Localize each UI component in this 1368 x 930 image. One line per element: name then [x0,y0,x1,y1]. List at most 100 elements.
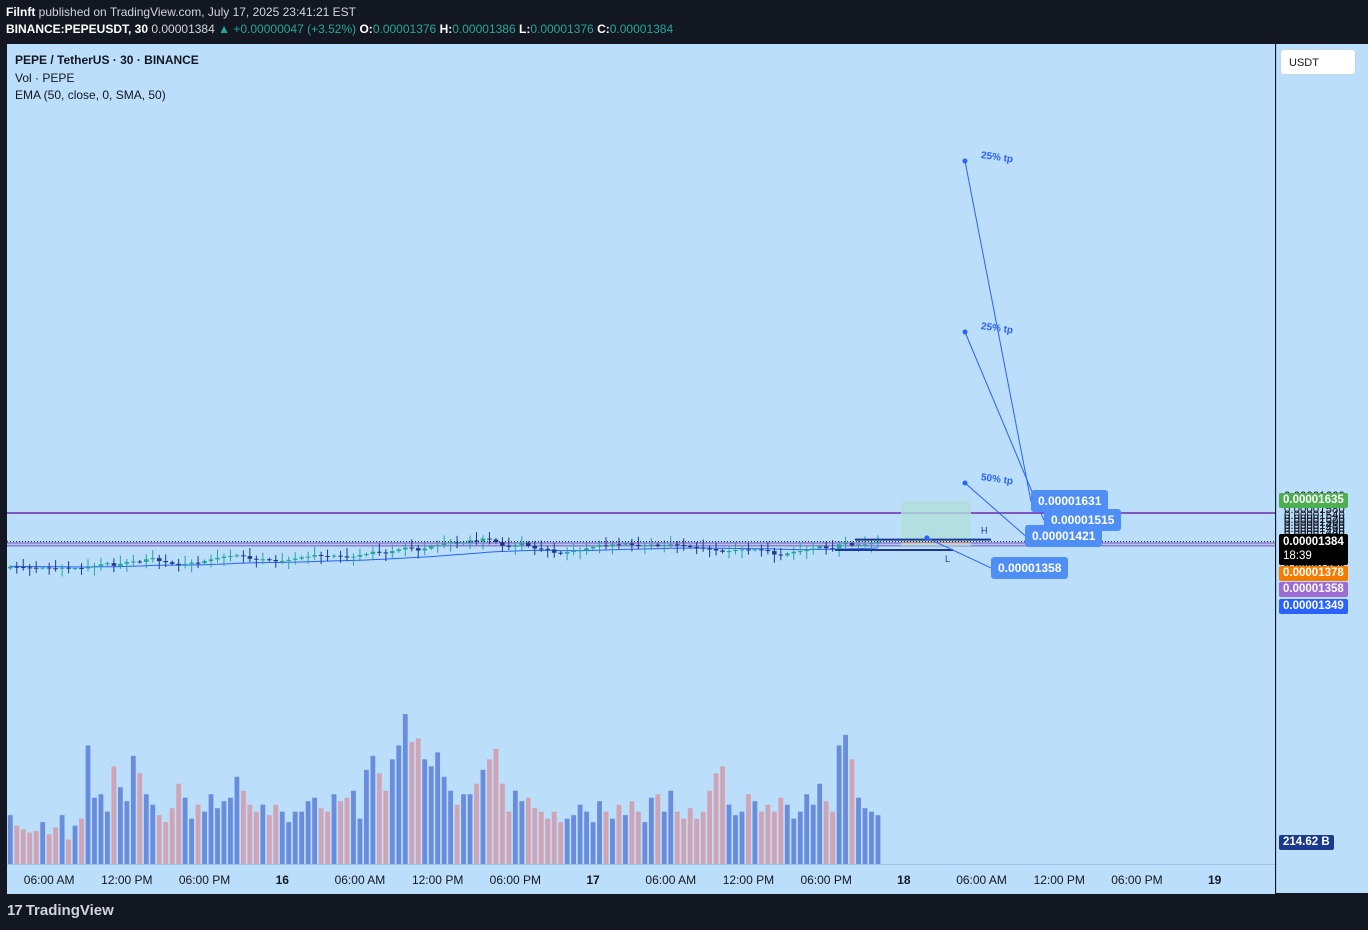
candle[interactable] [163,554,168,568]
candle[interactable] [500,537,505,553]
candle[interactable] [616,537,622,550]
candle[interactable] [623,541,628,547]
candle[interactable] [53,560,58,572]
candle[interactable] [804,546,810,560]
candle[interactable] [791,546,797,560]
target-price-label[interactable]: 0.00001631 [1031,490,1109,513]
currency-button[interactable]: USDT [1280,49,1356,75]
candle[interactable] [215,549,220,563]
candle[interactable] [545,545,551,558]
candle[interactable] [610,541,615,555]
candle[interactable] [390,544,395,558]
candle[interactable] [843,536,848,550]
candle[interactable] [312,546,317,560]
candle[interactable] [577,546,583,560]
support-zone[interactable] [7,542,1275,546]
candle[interactable] [739,546,745,559]
legend-volume[interactable]: Vol · PEPE [15,71,75,85]
target-anchor[interactable] [962,329,968,335]
target-anchor[interactable] [962,158,968,164]
candle[interactable] [506,537,512,551]
candle[interactable] [105,561,110,566]
candle[interactable] [713,542,719,556]
candle[interactable] [46,562,52,575]
candle[interactable] [629,538,635,552]
candle[interactable] [111,558,117,573]
candle[interactable] [493,537,499,544]
price-chart[interactable]: HL [7,44,1275,864]
ema-line[interactable] [10,547,878,568]
candle[interactable] [383,549,389,562]
candle[interactable] [584,541,589,556]
last-price-tag[interactable]: 0.00001384 18:39 [1279,533,1348,565]
candle[interactable] [603,537,609,550]
candle[interactable] [325,549,330,562]
candle[interactable] [551,542,557,558]
candle[interactable] [441,535,447,549]
price-axis[interactable]: USDT 0.000016600.000016200.000015800.000… [1276,44,1368,893]
candle[interactable] [480,535,486,550]
candle[interactable] [241,550,246,563]
candle[interactable] [467,535,473,550]
candle[interactable] [305,551,311,564]
candle[interactable] [726,546,732,559]
candle[interactable] [286,556,292,570]
price-tag[interactable]: 0.00001378 [1279,565,1348,581]
candle[interactable] [79,563,84,575]
candle[interactable] [72,566,78,571]
candle[interactable] [202,559,207,565]
candle[interactable] [98,557,104,571]
candle[interactable] [247,548,253,563]
candle[interactable] [169,560,175,566]
candle[interactable] [655,542,661,548]
candle[interactable] [331,554,337,559]
candle[interactable] [156,554,162,570]
candle[interactable] [428,544,434,551]
candle[interactable] [150,549,156,563]
candle[interactable] [228,549,233,562]
candle[interactable] [195,556,201,569]
candle[interactable] [674,541,680,554]
candle[interactable] [487,532,492,545]
candle[interactable] [221,553,227,567]
candle[interactable] [785,551,790,557]
candle[interactable] [33,561,39,573]
candle[interactable] [694,541,699,555]
candle[interactable] [759,544,764,557]
candle[interactable] [20,558,26,571]
entry-anchor[interactable] [924,535,930,541]
candle[interactable] [124,558,130,572]
candle[interactable] [364,552,369,557]
candle[interactable] [92,562,97,576]
candle[interactable] [448,539,453,552]
candle[interactable] [746,542,751,555]
candle[interactable] [519,536,525,551]
candle[interactable] [14,561,20,574]
candle[interactable] [765,541,771,555]
candle[interactable] [435,540,440,553]
candle[interactable] [338,550,343,563]
candle[interactable] [538,540,544,553]
price-tag[interactable]: 0.00001358 [1279,581,1348,597]
candle[interactable] [351,553,356,566]
candle[interactable] [778,548,784,561]
candle[interactable] [344,548,350,561]
candle[interactable] [234,553,240,558]
candle[interactable] [176,558,181,572]
target-zone[interactable] [901,500,971,546]
candle[interactable] [681,538,686,551]
candle[interactable] [752,547,758,552]
candle[interactable] [292,552,298,565]
legend-ema[interactable]: EMA (50, close, 0, SMA, 50) [15,88,166,102]
candle[interactable] [558,551,563,556]
candle[interactable] [532,541,538,556]
price-tag[interactable]: 0.00001635 [1279,493,1348,509]
target-price-label[interactable]: 0.00001421 [1025,524,1103,547]
candle[interactable] [279,552,285,565]
candle[interactable] [137,559,143,564]
candle[interactable] [59,564,65,577]
time-axis[interactable]: 06:00 AM 12:00 PM 06:00 PM 16 06:00 AM 12:00 … [7,864,1275,894]
candle[interactable] [823,541,829,555]
candle[interactable] [661,540,667,553]
